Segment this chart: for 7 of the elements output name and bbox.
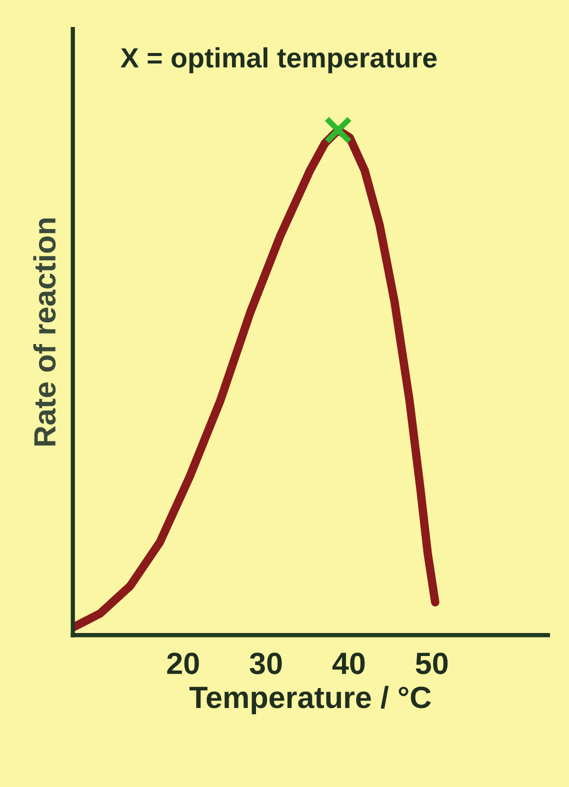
- y-axis-title: Rate of reaction: [33, 218, 56, 446]
- x-tick-label: 50: [416, 652, 448, 674]
- x-axis-title: Temperature / °C: [189, 686, 431, 714]
- text: X = optimal temperature: [120, 47, 437, 74]
- x-tick-label: 40: [332, 652, 365, 674]
- x-tick-label: 20: [167, 652, 199, 674]
- x-tick-label: 30: [250, 652, 282, 674]
